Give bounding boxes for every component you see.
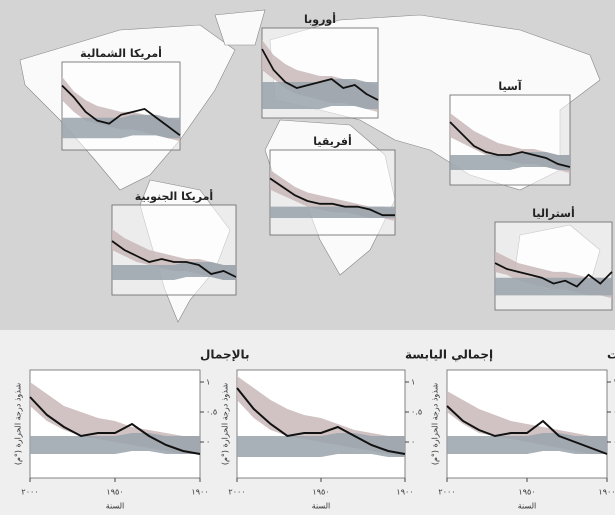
y-tick-label: ٠.٥ — [613, 408, 615, 417]
y-tick-label: ١ — [206, 378, 210, 387]
chart-title: بالإجمال — [200, 348, 250, 362]
chart-title: إجمالي المحيطات — [607, 348, 615, 362]
y-tick-label: ١ — [613, 378, 615, 387]
x-tick-label: ١٩٠٠ — [598, 488, 615, 497]
chart: بالإجمال ٢٠٠٠ ١٩٥٠ ١٩٠٠ ٠ ٠.٥ ١ السنة شذوذ درجة … — [14, 348, 250, 511]
y-axis-label: شذوذ درجة الحرارة (°م) — [221, 383, 230, 466]
chart-title: أفريقيا — [313, 134, 351, 148]
x-axis-label: السنة — [312, 502, 331, 511]
observed-line — [446, 405, 608, 455]
model-band — [447, 433, 607, 454]
x-tick-label: ١٩٠٠ — [396, 488, 413, 497]
y-tick-label: ٠ — [613, 438, 615, 447]
chart-title: أوروبا — [304, 12, 336, 26]
observed-line — [61, 84, 181, 137]
observed-line — [261, 48, 379, 101]
chart: أمريكا الشمالية — [61, 46, 181, 151]
observed-line — [269, 177, 395, 217]
y-axis-label: شذوذ درجة الحرارة (°م) — [431, 383, 440, 466]
chart-title: أمريكا الشمالية — [80, 46, 162, 60]
observed-line — [111, 240, 237, 278]
y-tick-label: ٠ — [411, 438, 415, 447]
observed-line — [494, 262, 613, 288]
chart-title: آسيا — [498, 79, 521, 93]
x-tick-label: ١٩٥٠ — [518, 488, 535, 497]
y-tick-label: ١ — [411, 378, 415, 387]
y-tick-label: ٠ — [206, 438, 210, 447]
chart: إجمالي المحيطات ٢٠٠٠ ١٩٥٠ ١٩٠٠ ٠ ٠.٥ ١ السنة شذو… — [431, 348, 615, 511]
x-tick-label: ٢٠٠٠ — [228, 488, 245, 497]
x-axis-label: السنة — [518, 502, 537, 511]
model-band — [62, 114, 180, 139]
x-tick-label: ١٩٥٠ — [106, 488, 123, 497]
observed-line — [236, 387, 406, 455]
model-band — [262, 79, 378, 109]
x-axis-label: السنة — [106, 502, 125, 511]
chart: أستراليا — [494, 206, 613, 311]
y-axis-label: شذوذ درجة الحرارة (°م) — [14, 383, 23, 466]
greenland — [214, 9, 266, 46]
chart-title: إجمالي اليابسة — [405, 348, 493, 362]
model-band — [495, 277, 612, 296]
model-band — [30, 433, 200, 454]
chart: أفريقيا — [269, 134, 396, 236]
y-tick-label: ٠.٥ — [411, 408, 422, 417]
chart: أوروبا — [261, 12, 379, 119]
model-band — [237, 433, 405, 457]
chart: آسيا — [449, 79, 571, 186]
x-tick-label: ١٩٠٠ — [191, 488, 208, 497]
chart-title: أمريكا الجنوبية — [135, 189, 213, 203]
chart: أمريكا الجنوبية — [111, 189, 237, 296]
x-tick-label: ١٩٥٠ — [312, 488, 329, 497]
model-band — [112, 262, 236, 280]
x-tick-label: ٢٠٠٠ — [438, 488, 455, 497]
chart-title: أستراليا — [532, 206, 574, 220]
y-tick-label: ٠.٥ — [206, 408, 217, 417]
observed-line — [29, 396, 201, 455]
model-band — [270, 206, 395, 218]
chart: إجمالي اليابسة ٢٠٠٠ ١٩٥٠ ١٩٠٠ ٠ ٠.٥ ١ السنة شذوذ… — [221, 348, 494, 511]
observed-line — [449, 121, 571, 168]
x-tick-label: ٢٠٠٠ — [21, 488, 38, 497]
